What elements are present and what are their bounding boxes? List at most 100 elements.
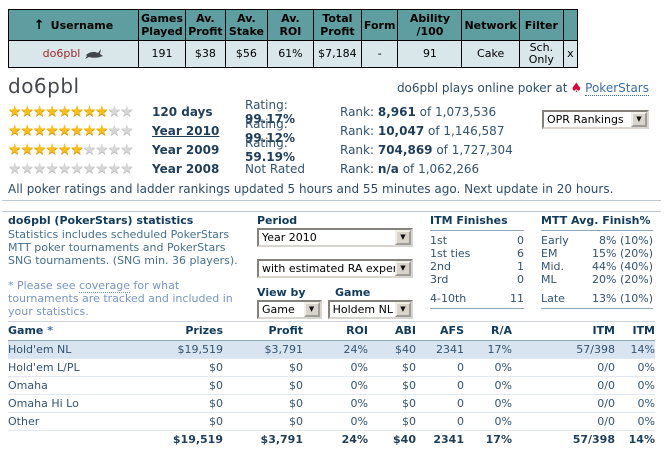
- star-icon: ★: [95, 102, 108, 120]
- pokerstars-link[interactable]: PokerStars: [585, 81, 649, 96]
- rating-row-120-days: ★★★★★★★★★★ 120 days Rating: 99.17% Rank:…: [8, 98, 513, 126]
- dropdown-arrow-icon[interactable]: ▼: [395, 261, 411, 276]
- cell-av-roi: 61%: [266, 40, 314, 68]
- header-roi: ROI: [303, 321, 368, 341]
- divider-line: [2, 200, 661, 201]
- header-ability[interactable]: Ability /100: [397, 9, 463, 41]
- header-av-profit[interactable]: Av. Profit: [184, 9, 226, 41]
- remove-row-button[interactable]: x: [562, 40, 578, 68]
- star-icon: ★: [95, 159, 108, 177]
- star-icon: ★: [8, 159, 21, 177]
- rank-of: of 1,073,536: [419, 104, 497, 119]
- header-itm-count: ITM: [512, 321, 615, 341]
- star-icon: ★: [70, 121, 83, 139]
- cell-av-profit: $38: [184, 40, 226, 68]
- star-icon: ★: [45, 102, 58, 120]
- header-filter[interactable]: Filter: [518, 9, 564, 41]
- star-icon: ★: [32, 102, 46, 120]
- plays-at-line: do6pbl plays online poker at ♠ PokerStars: [397, 81, 649, 96]
- table-row-total: $19,519 $3,791 24% $40 2341 17% 57/398 14%: [8, 430, 655, 448]
- statistics-description: Statistics includes scheduled PokerStars…: [8, 228, 238, 267]
- dropdown-arrow-icon[interactable]: ▼: [631, 112, 647, 127]
- star-icon: ★: [120, 159, 133, 177]
- game-select[interactable]: Holdem NL ▼: [327, 300, 413, 319]
- rating-value: 99.17%: [245, 111, 295, 126]
- star-icon: ★: [120, 102, 133, 120]
- game-value: Holdem NL: [332, 303, 393, 316]
- rank-value: 10,047: [377, 123, 425, 138]
- header-form[interactable]: Form: [360, 9, 399, 41]
- period-link-year-2008[interactable]: Year 2008: [152, 161, 220, 176]
- games-header-row: Game * Prizes Profit ROI ABI AFS R/A ITM…: [8, 321, 655, 341]
- rake-adjustment-select[interactable]: with estimated RA expen ▼: [257, 259, 413, 278]
- header-ra: R/A: [464, 321, 512, 341]
- star-icon: ★: [45, 159, 58, 177]
- star-icon: ★: [120, 121, 133, 139]
- table-row-holdem-lpl: Hold'em L/PL $0 $0 0% $0 0 0% 0/0 0%: [8, 358, 655, 377]
- star-icon: ★: [107, 159, 121, 177]
- rank-of: of 1,062,266: [402, 161, 480, 176]
- header-username[interactable]: ↑ Username: [8, 9, 139, 41]
- period-link-year-2010[interactable]: Year 2010: [152, 123, 220, 138]
- cell-username[interactable]: do6pbl: [8, 40, 139, 68]
- view-by-value: Game: [262, 303, 295, 316]
- star-icon: ★: [57, 102, 71, 120]
- rank-label: Rank:: [340, 123, 375, 138]
- header-itm-pct: ITM: [615, 321, 655, 341]
- mtt-row: ML 20% (20%): [541, 273, 653, 286]
- header-games-played[interactable]: Games Played: [138, 9, 186, 41]
- table-row-omaha-hi-lo: Omaha Hi Lo $0 $0 0% $0 0 0% 0/0 0%: [8, 394, 655, 413]
- coverage-link[interactable]: coverage: [78, 279, 131, 293]
- header-av-stake[interactable]: Av. Stake: [224, 9, 268, 41]
- period-select[interactable]: Year 2010 ▼: [257, 228, 413, 247]
- player-summary-table: ↑ Username Games Played Av. Profit Av. St…: [8, 9, 578, 68]
- star-icon: ★: [82, 121, 96, 139]
- pokerstars-spade-icon: ♠: [570, 81, 583, 96]
- view-by-label: View by: [257, 286, 306, 299]
- coverage-note-post: for what tournaments are tracked and inc…: [8, 279, 233, 318]
- rank-of: of 1,727,304: [436, 142, 513, 157]
- mtt-row: Mid. 44% (40%): [541, 260, 653, 273]
- view-by-select[interactable]: Game ▼: [257, 300, 322, 319]
- rank-value: 8,961: [377, 104, 416, 119]
- statistics-title: do6pbl (PokerStars) statistics: [8, 214, 194, 227]
- divider-line: [2, 211, 661, 212]
- sort-asc-icon[interactable]: ↑: [33, 17, 45, 33]
- header-remove: [562, 9, 578, 41]
- opr-rankings-select[interactable]: OPR Rankings ▼: [542, 110, 649, 129]
- itm-row: 2nd 1: [430, 260, 524, 273]
- star-icon: ★: [70, 102, 83, 120]
- header-prizes: Prizes: [153, 321, 223, 341]
- period-link-year-2009[interactable]: Year 2009: [152, 142, 220, 157]
- rating-row-year-2010: ★★★★★★★★★★ Year 2010 Rating: 99.12% Rank…: [8, 117, 513, 145]
- header-av-roi[interactable]: Av. ROI: [266, 9, 314, 41]
- itm-row: 1st 0: [430, 234, 524, 247]
- star-icon: ★: [45, 140, 58, 158]
- mtt-row: Early 8% (10%): [541, 234, 653, 247]
- period-link-120-days[interactable]: 120 days: [152, 104, 213, 119]
- itm-row: 3rd 0: [430, 273, 524, 286]
- star-icon: ★: [120, 140, 133, 158]
- dropdown-arrow-icon[interactable]: ▼: [395, 302, 411, 317]
- games-breakdown-table: Game * Prizes Profit ROI ABI AFS R/A ITM…: [8, 321, 655, 448]
- dropdown-arrow-icon[interactable]: ▼: [303, 302, 320, 317]
- page-title: do6pbl: [8, 74, 80, 98]
- username-link[interactable]: do6pbl: [42, 47, 81, 60]
- star-icon: ★: [8, 140, 21, 158]
- footnote-asterisk: *: [47, 324, 53, 337]
- panel-footer-line: [541, 308, 653, 309]
- filters-panel: Period Year 2010 ▼ with estimated RA exp…: [257, 214, 413, 319]
- cell-total-profit: $7,184: [312, 40, 362, 68]
- dropdown-arrow-icon[interactable]: ▼: [395, 230, 411, 245]
- summary-header-row: ↑ Username Games Played Av. Profit Av. St…: [8, 9, 578, 41]
- period-value: Year 2010: [262, 231, 317, 244]
- statistics-info: do6pbl (PokerStars) statistics Statistic…: [8, 214, 250, 318]
- star-icon: ★: [107, 102, 121, 120]
- star-icon: ★: [32, 159, 46, 177]
- header-afs: AFS: [416, 321, 464, 341]
- star-icon: ★: [20, 140, 33, 158]
- header-total-profit[interactable]: Total Profit: [312, 9, 362, 41]
- header-network[interactable]: Network: [461, 9, 520, 41]
- rating-row-year-2008: ★★★★★★★★★★ Year 2008 Not Rated Rank: n/a…: [8, 159, 513, 178]
- mtt-avg-finish-title: MTT Avg. Finish%: [541, 214, 653, 231]
